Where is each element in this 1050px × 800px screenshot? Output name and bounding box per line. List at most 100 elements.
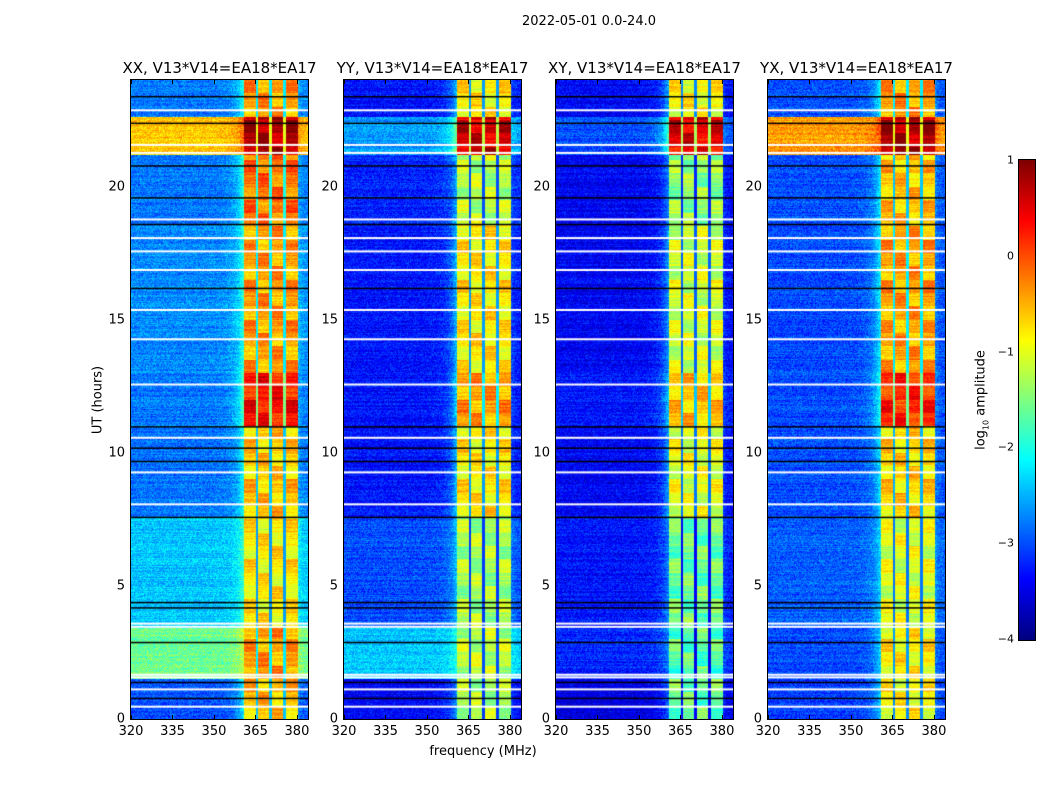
x-tick-mark [850,80,852,84]
x-tick-mark [597,80,599,84]
y-tick-label: 10 [108,445,125,461]
y-tick-label: 5 [116,578,125,594]
x-tick-mark [426,80,428,84]
x-tick-mark [344,715,345,719]
y-tick-label: 5 [329,578,338,594]
y-tick-label: 5 [753,578,762,594]
y-tick-label: 0 [541,711,550,727]
spectrogram-heatmap [344,80,521,719]
colorbar-label-prefix: log [973,430,989,450]
x-tick-mark [172,80,174,84]
y-tick-label: 15 [108,312,125,328]
y-tick-label: 0 [329,711,338,727]
y-tick-label: 10 [533,445,550,461]
x-tick-mark [680,715,682,719]
colorbar-tick-label: −4 [997,632,1014,646]
x-tick-mark [131,80,132,84]
spectrogram-heatmap [768,80,945,719]
y-tick-label: 15 [745,312,762,328]
x-tick-mark [556,80,557,84]
x-tick-mark [892,80,894,84]
x-tick-mark [933,715,935,719]
x-tick-mark [213,80,215,84]
x-tick-mark [809,715,811,719]
y-tick-label: 10 [745,445,762,461]
x-tick-label: 380 [709,724,735,739]
x-tick-mark [556,715,557,719]
colorbar-tick-label: 1 [1007,153,1014,167]
colorbar-tick-label: −3 [997,536,1014,550]
y-tick-label: 10 [321,445,338,461]
spectrogram-panel [555,79,734,720]
x-tick-mark [385,715,387,719]
y-axis-label: UT (hours) [90,365,106,435]
x-tick-mark [255,80,257,84]
x-tick-label: 335 [585,724,610,739]
x-tick-label: 320 [118,724,144,739]
colorbar-tick-label: 0 [1007,249,1014,263]
x-tick-label: 350 [201,724,227,739]
colorbar [1018,159,1036,641]
x-tick-label: 350 [838,724,864,739]
x-tick-label: 335 [373,724,398,739]
panel-title: YX, V13*V14=EA18*EA17 [760,59,953,77]
x-tick-mark [721,80,723,84]
x-tick-mark [680,80,682,84]
x-tick-label: 365 [243,724,268,739]
y-tick-label: 15 [321,312,338,328]
x-tick-label: 335 [797,724,822,739]
panel-title: XY, V13*V14=EA18*EA17 [548,59,741,77]
x-tick-mark [638,715,640,719]
y-tick-label: 5 [541,578,550,594]
x-tick-mark [344,80,345,84]
x-tick-mark [768,80,769,84]
x-tick-mark [131,715,132,719]
x-tick-label: 365 [456,724,481,739]
y-tick-label: 20 [321,179,338,194]
y-tick-label: 20 [533,179,550,194]
x-tick-mark [638,80,640,84]
x-tick-label: 380 [497,724,523,739]
y-tick-label: 0 [753,711,762,727]
spectrogram-panel [130,79,309,720]
y-tick-label: 20 [108,179,125,194]
x-tick-mark [597,715,599,719]
x-tick-mark [172,715,174,719]
x-tick-mark [255,715,257,719]
x-tick-mark [385,80,387,84]
x-tick-mark [213,715,215,719]
x-tick-label: 320 [543,724,569,739]
x-tick-mark [768,715,769,719]
x-tick-mark [296,715,298,719]
panel-title: XX, V13*V14=EA18*EA17 [122,59,317,77]
y-tick-label: 0 [116,711,125,727]
y-tick-label: 20 [745,179,762,194]
y-tick-label: 15 [533,312,550,328]
x-tick-label: 320 [755,724,781,739]
x-tick-mark [468,80,470,84]
x-tick-label: 365 [668,724,693,739]
x-tick-label: 350 [414,724,440,739]
x-tick-label: 350 [626,724,652,739]
x-tick-mark [809,80,811,84]
x-tick-label: 365 [880,724,905,739]
spectrogram-heatmap [556,80,733,719]
x-tick-mark [296,80,298,84]
spectrogram-heatmap [131,80,308,719]
x-tick-mark [721,715,723,719]
x-tick-mark [509,80,511,84]
x-tick-label: 380 [921,724,947,739]
colorbar-label-sub: 10 [981,419,991,431]
figure-title: 2022-05-01 0.0-24.0 [522,14,656,29]
colorbar-tick-label: −1 [997,345,1014,359]
x-tick-mark [468,715,470,719]
x-tick-mark [892,715,894,719]
colorbar-label-suffix: amplitude [973,350,989,420]
spectrogram-panel [343,79,522,720]
spectrogram-panel [767,79,946,720]
x-axis-label: frequency (MHz) [429,744,537,759]
colorbar-label: log10 amplitude [974,350,991,450]
x-tick-mark [933,80,935,84]
x-tick-mark [426,715,428,719]
x-tick-label: 320 [331,724,357,739]
